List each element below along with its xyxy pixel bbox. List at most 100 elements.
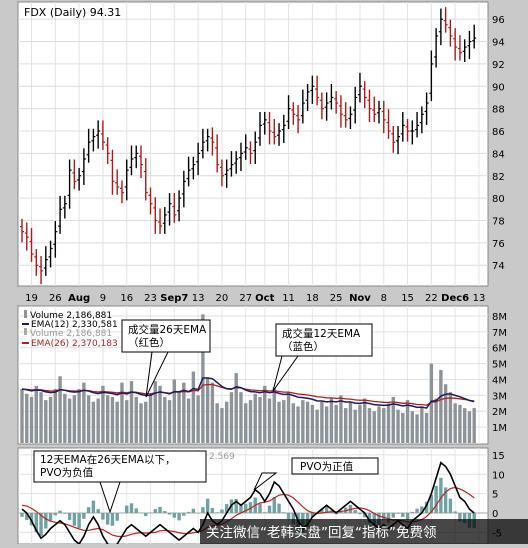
pvo-histogram-bar [201, 507, 205, 513]
price-tick-label: 92 [492, 60, 505, 71]
price-bar [429, 50, 434, 102]
volume-bar [53, 389, 58, 443]
volume-bar [258, 396, 262, 443]
volume-bar [391, 396, 395, 443]
pvo-histogram-bar [210, 507, 215, 513]
volume-bar [382, 408, 386, 443]
pvo-histogram-bar [310, 513, 315, 518]
volume-bar [348, 401, 353, 443]
pvo-histogram-bar [367, 513, 372, 524]
date-tick-label: 23 [144, 293, 157, 304]
volume-bar [25, 393, 29, 443]
pvo-histogram-bar [267, 505, 272, 513]
price-bar [424, 92, 429, 125]
watermark: 关注微信“老韩实盘”回复“指标”免费领 [200, 519, 528, 544]
volume-bar [248, 400, 253, 443]
volume-bar [363, 398, 367, 443]
pvo-histogram-bar [391, 513, 395, 518]
volume-bar [120, 382, 124, 443]
ema26-legend-text: EMA(26) 2,370,183 [31, 339, 118, 349]
callout-pvo-positive-text: PVO为正值 [300, 460, 354, 473]
volume-bar [39, 392, 43, 443]
volume-panel [17, 305, 489, 445]
volume-bar [115, 401, 119, 443]
price-tick-label: 94 [492, 38, 505, 49]
date-tick-label: 13 [192, 293, 205, 304]
price-bar [272, 118, 277, 145]
price-bar [162, 207, 167, 234]
pvo-histogram-bar [139, 512, 143, 514]
price-bar [143, 158, 148, 201]
callout-ema12-box [275, 323, 373, 357]
watermark-bg [200, 519, 528, 544]
pvo-histogram-bar [144, 513, 148, 517]
volume-bar [144, 401, 148, 443]
volume-tick-label: 4M [492, 375, 507, 386]
volume-bar [296, 406, 300, 443]
price-bar [191, 156, 196, 180]
price-bar [24, 222, 29, 251]
callout-text-line: （红色） [128, 336, 170, 349]
volume-bar [29, 396, 34, 443]
pvo-histogram-bar [462, 513, 467, 524]
volume-bar [215, 403, 219, 443]
price-bar [462, 39, 467, 62]
callout-ema26-text: 成交量26天EMA （红色） [128, 323, 207, 349]
callout-ema12-text: 成交量12天EMA （蓝色） [282, 327, 361, 353]
price-title: FDX (Daily) 94.31 [24, 6, 121, 19]
date-tick-label: 13 [473, 293, 486, 304]
volume-bar [77, 389, 81, 443]
pvo-histogram-bar [448, 498, 453, 513]
price-bar [310, 75, 315, 104]
price-bar [58, 195, 63, 234]
pvo-histogram-bar [363, 513, 367, 518]
price-bar [377, 100, 381, 124]
price-bar [153, 197, 158, 234]
price-bar [67, 159, 72, 209]
volume-bar [134, 396, 138, 443]
volume-bar [443, 384, 448, 443]
volume-bar [58, 376, 62, 443]
price-bar [286, 95, 291, 130]
price-bar [434, 28, 439, 68]
price-bar [367, 89, 372, 123]
date-tick-label: 8 [381, 293, 387, 304]
pvo-histogram-bar [234, 499, 238, 513]
price-tick-label: 86 [492, 127, 505, 138]
price-bar [100, 120, 105, 151]
price-bar [348, 106, 353, 130]
price-bar [181, 170, 186, 208]
volume-bar [96, 398, 100, 443]
volume-bar [467, 411, 472, 443]
pvo-histogram-bar [434, 485, 438, 513]
callout-pvo-negative-box [33, 450, 207, 483]
pvo-histogram-bar [158, 506, 162, 513]
volume-bar [291, 403, 296, 443]
price-bar [139, 145, 143, 178]
pvo-histogram-bar [410, 511, 415, 513]
volume-tick-label: 1M [492, 423, 507, 434]
price-bar [205, 128, 210, 152]
volume-bar [267, 398, 272, 443]
volume-tick-label: 2M [492, 407, 507, 418]
volume-tick-label: 7M [492, 328, 507, 339]
callout-text-line: 成交量12天EMA [282, 327, 361, 340]
volume-bar [315, 409, 319, 443]
pvo-histogram-bar [372, 513, 376, 525]
pvo-histogram-bar [67, 513, 72, 520]
price-bar [238, 142, 243, 172]
volume-bar [153, 381, 157, 443]
volume-bar [420, 406, 424, 443]
pvo-histogram-bar [101, 513, 105, 520]
pvo-histogram-bar [429, 494, 434, 513]
price-bar [129, 145, 134, 176]
date-tick-label: Aug [68, 293, 90, 304]
price-bar [158, 208, 163, 234]
volume-bar [110, 396, 115, 443]
price-bar [443, 7, 448, 33]
pvo-histogram-bar [405, 513, 410, 520]
pvo-histogram-bar [353, 509, 357, 513]
volume-tick-label: 6M [492, 344, 507, 355]
pvo-histogram-bar [443, 487, 448, 513]
